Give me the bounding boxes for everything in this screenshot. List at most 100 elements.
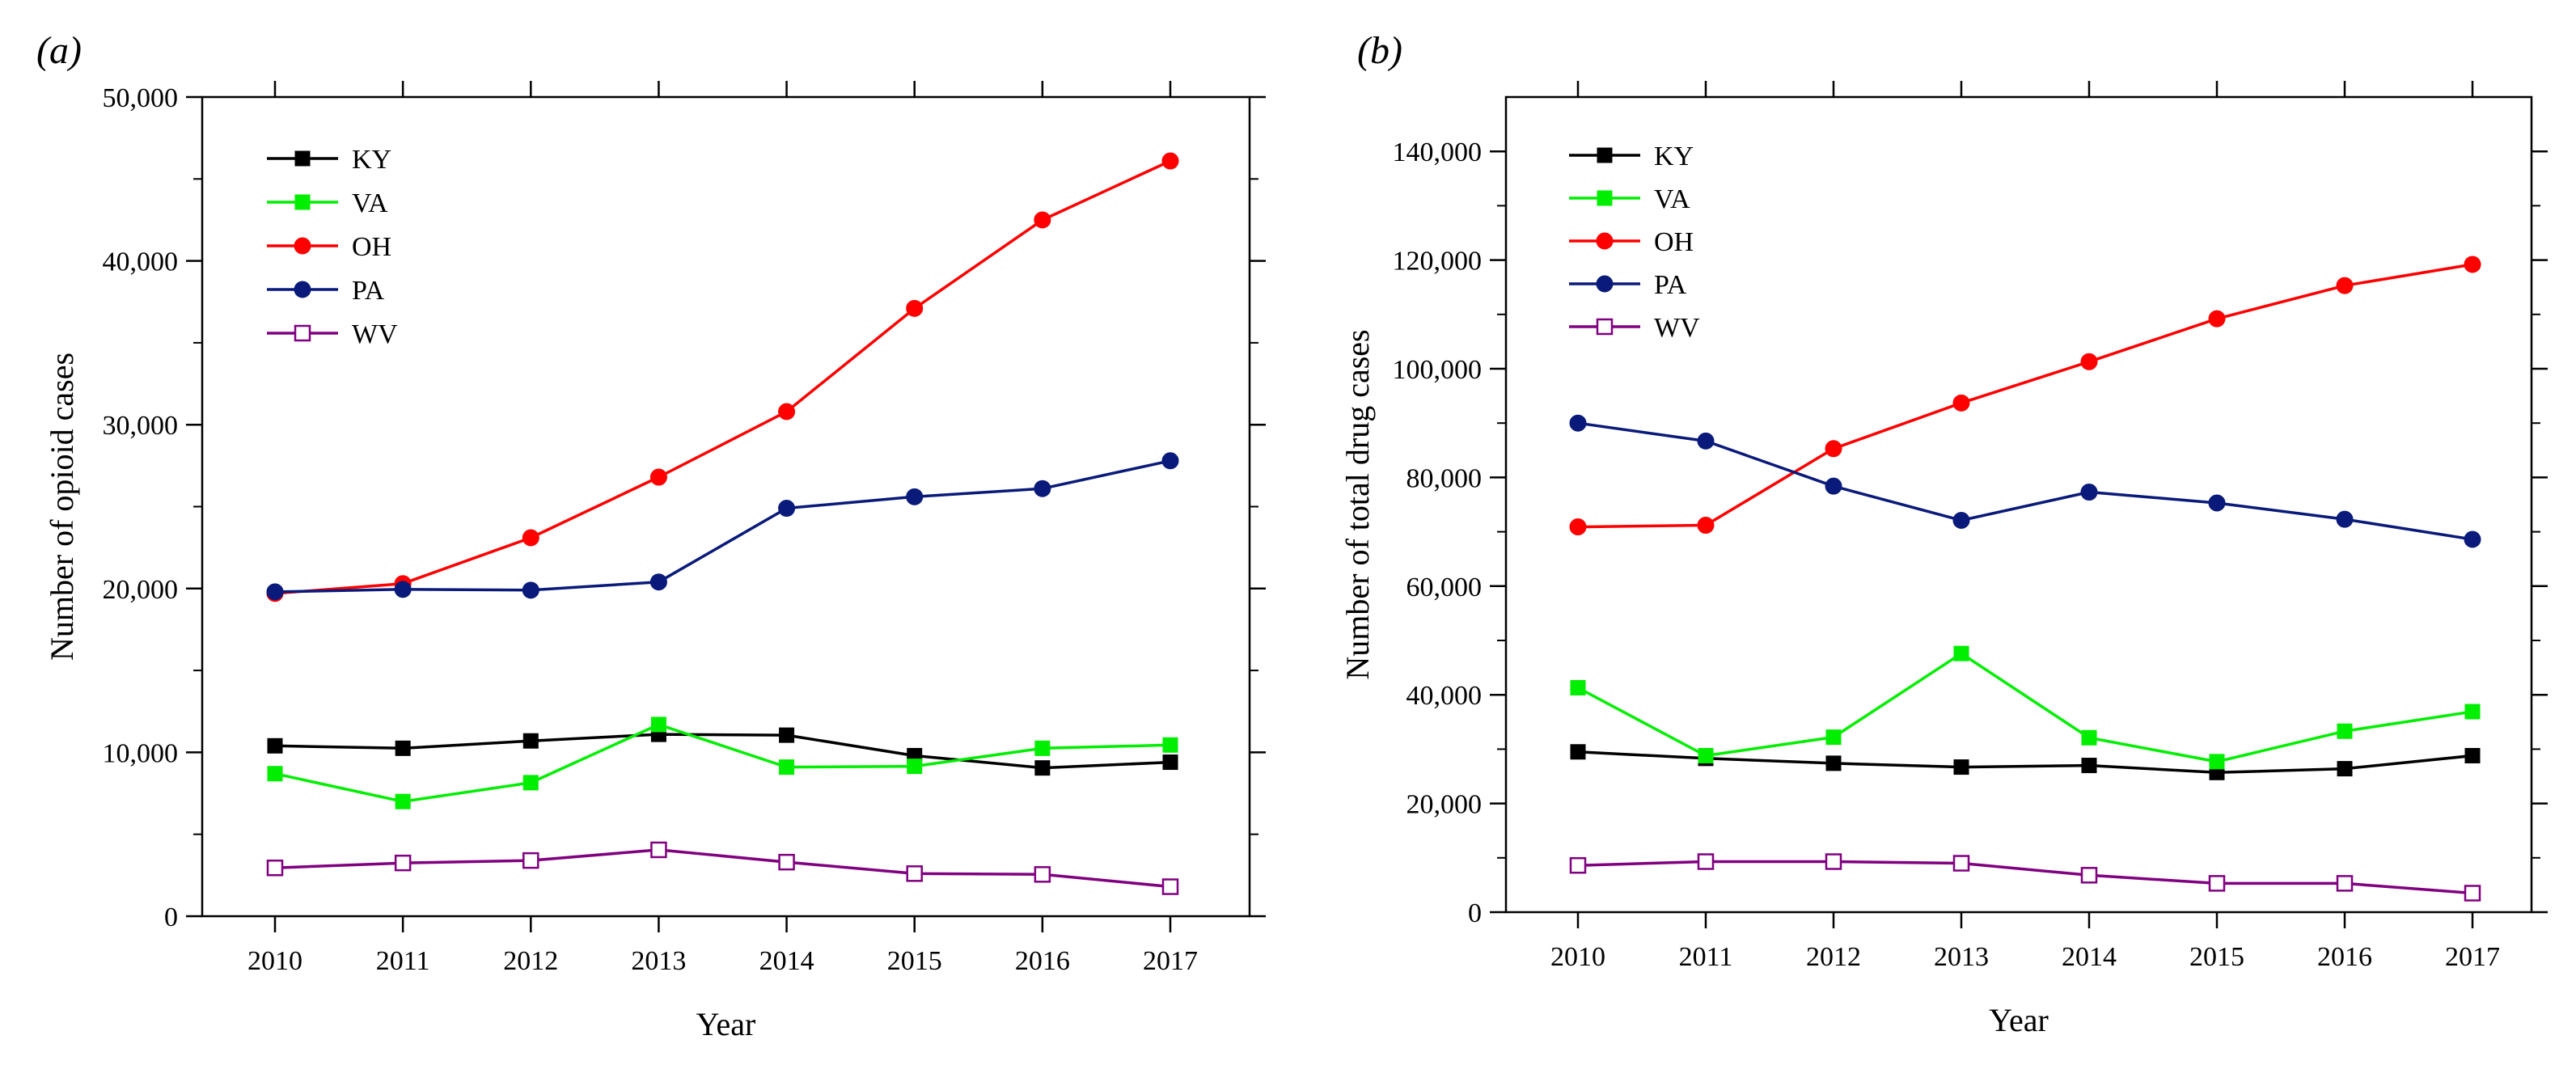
data-point-wv	[2336, 875, 2354, 892]
legend-label-wv: WV	[1654, 313, 1700, 343]
data-point-pa	[2080, 484, 2098, 501]
legend-label-oh: OH	[352, 232, 391, 262]
series-pa	[266, 452, 1179, 601]
data-point-pa	[778, 500, 796, 518]
series-line-oh	[274, 159, 1171, 595]
data-point-wv	[522, 852, 539, 869]
data-point-ky	[1162, 754, 1178, 771]
data-point-oh	[778, 403, 796, 421]
y-tick-label: 20,000	[103, 575, 179, 605]
y-tick-label: 40,000	[1406, 681, 1483, 711]
data-point-oh	[1825, 440, 1842, 458]
panel-label: (b)	[1357, 29, 1402, 72]
data-point-ky	[2337, 761, 2353, 777]
data-point-oh	[1697, 517, 1715, 535]
data-point-wv	[778, 853, 795, 871]
series-va	[1570, 645, 2481, 770]
data-point-pa	[394, 581, 412, 598]
data-point-ky	[779, 727, 795, 743]
series-wv	[266, 841, 1179, 895]
x-tick-label: 2011	[1679, 942, 1733, 972]
legend-marker-pa	[1596, 275, 1614, 293]
data-point-oh	[2208, 310, 2226, 328]
y-tick-label: 0	[1468, 898, 1482, 928]
data-point-pa	[1825, 477, 1842, 495]
data-point-oh	[1569, 518, 1587, 536]
x-axis-title: Year	[1989, 1002, 2049, 1038]
data-point-pa	[1034, 480, 1051, 497]
data-point-wv	[906, 865, 923, 882]
data-point-pa	[266, 583, 284, 601]
data-point-oh	[2336, 277, 2354, 294]
data-point-va	[1034, 740, 1051, 756]
legend-marker-wv	[294, 324, 311, 342]
x-axis-title: Year	[696, 1006, 756, 1042]
data-point-va	[2081, 729, 2097, 746]
x-tick-label: 2017	[1143, 946, 1198, 976]
legend-marker-va	[294, 194, 311, 210]
data-point-wv	[2080, 867, 2098, 884]
data-point-wv	[2464, 885, 2481, 902]
legend-marker-oh	[294, 237, 311, 255]
data-point-va	[395, 793, 411, 809]
x-tick-label: 2016	[1015, 946, 1070, 976]
data-point-va	[907, 759, 923, 775]
panel-label: (a)	[36, 29, 82, 72]
data-point-va	[2337, 723, 2353, 739]
y-tick-label: 100,000	[1393, 355, 1483, 385]
x-tick-label: 2013	[1934, 942, 1989, 972]
data-point-oh	[2464, 256, 2481, 273]
data-point-va	[267, 766, 283, 782]
legend-label-pa: PA	[1654, 270, 1687, 300]
data-point-ky	[267, 737, 283, 754]
data-point-wv	[1569, 856, 1587, 874]
x-tick-label: 2017	[2445, 942, 2500, 972]
data-point-wv	[266, 859, 284, 877]
series-oh	[1569, 256, 2481, 536]
data-point-wv	[394, 854, 412, 872]
y-tick-label: 60,000	[1406, 573, 1483, 602]
data-point-va	[1698, 747, 1714, 763]
data-point-ky	[1034, 760, 1051, 776]
data-point-va	[1953, 645, 1969, 661]
x-tick-label: 2010	[247, 946, 302, 976]
data-point-oh	[1161, 152, 1179, 170]
data-point-pa	[1952, 511, 1970, 529]
legend-marker-oh	[1596, 232, 1614, 250]
y-tick-label: 0	[164, 902, 178, 932]
data-point-va	[2464, 704, 2481, 720]
legend-label-wv: WV	[352, 319, 398, 349]
y-axis-title: Number of opioid cases	[44, 353, 80, 661]
data-point-oh	[1952, 394, 1970, 412]
x-tick-label: 2015	[887, 946, 942, 976]
data-point-wv	[2208, 875, 2226, 892]
data-point-pa	[649, 573, 667, 591]
data-point-va	[1570, 679, 1586, 695]
data-point-pa	[906, 488, 924, 505]
x-tick-label: 2011	[376, 946, 430, 976]
data-point-wv	[1161, 878, 1179, 895]
x-tick-label: 2012	[503, 946, 558, 976]
data-point-ky	[2464, 747, 2481, 763]
data-point-ky	[1825, 755, 1842, 771]
legend: KY VA OH PA WV	[1569, 142, 1700, 343]
legend-label-ky: KY	[1654, 142, 1694, 171]
data-point-wv	[1697, 853, 1715, 870]
data-point-ky	[1570, 744, 1586, 760]
chart-panel-a: (a) 2010 2011 2012 2013 2014 2015 2016 2017 0 10,0…	[36, 29, 1266, 1042]
data-point-pa	[2464, 530, 2481, 548]
y-tick-label: 120,000	[1393, 247, 1483, 277]
legend-marker-pa	[294, 281, 311, 298]
series-line-wv	[1577, 860, 2473, 895]
series-line-ky	[274, 733, 1171, 770]
series-line-va	[274, 723, 1171, 803]
data-point-oh	[2080, 353, 2098, 370]
y-axis-title: Number of total drug cases	[1339, 329, 1376, 679]
chart-panel-b: (b) 2010 2011 2012 2013 2014 2015 2016 2017 0 20,0…	[1339, 29, 2548, 1038]
data-point-wv	[1034, 866, 1051, 883]
series-line-ky	[1577, 750, 2473, 775]
x-tick-label: 2010	[1550, 942, 1605, 972]
y-tick-label: 20,000	[1406, 790, 1483, 820]
x-tick-label: 2014	[759, 946, 814, 976]
